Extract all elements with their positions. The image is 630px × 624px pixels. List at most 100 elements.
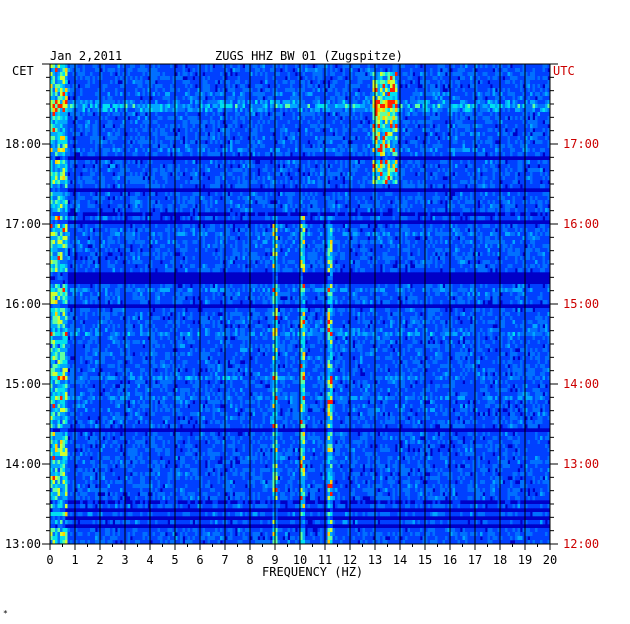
heat-cell bbox=[305, 164, 308, 169]
heat-cell bbox=[542, 140, 546, 145]
heat-cell bbox=[460, 92, 463, 97]
heat-cell bbox=[307, 92, 311, 97]
heat-cell bbox=[305, 136, 308, 141]
heat-cell bbox=[422, 144, 426, 149]
heat-cell bbox=[497, 72, 501, 77]
heat-cell bbox=[167, 72, 171, 77]
heat-cell bbox=[337, 80, 341, 85]
heat-cell bbox=[505, 136, 508, 141]
heat-cell bbox=[205, 68, 208, 73]
heat-cell bbox=[232, 108, 236, 113]
heat-cell bbox=[100, 92, 103, 97]
heat-cell bbox=[455, 100, 458, 105]
heat-cell bbox=[107, 168, 111, 173]
heat-cell bbox=[115, 144, 118, 149]
heat-cell bbox=[485, 124, 488, 129]
heat-cell bbox=[260, 144, 263, 149]
heat-cell bbox=[90, 136, 93, 141]
heat-cell bbox=[305, 92, 308, 97]
heat-cell bbox=[230, 168, 233, 173]
heat-cell bbox=[457, 164, 461, 169]
heat-cell bbox=[390, 96, 393, 101]
heat-cell bbox=[220, 64, 223, 69]
heat-cell bbox=[417, 164, 421, 169]
heat-cell bbox=[100, 168, 103, 173]
heat-cell bbox=[212, 144, 216, 149]
heat-cell bbox=[162, 108, 166, 113]
heat-cell bbox=[232, 164, 236, 169]
heat-cell bbox=[65, 100, 68, 105]
heat-cell bbox=[137, 164, 141, 169]
heat-cell bbox=[545, 100, 548, 105]
heat-cell bbox=[522, 140, 526, 145]
heat-cell bbox=[242, 168, 246, 173]
heat-cell bbox=[372, 96, 376, 101]
heat-cell bbox=[155, 168, 158, 173]
heat-cell bbox=[250, 144, 253, 149]
heat-cell bbox=[472, 140, 476, 145]
heat-cell bbox=[117, 164, 121, 169]
heat-cell bbox=[202, 104, 206, 109]
heat-cell bbox=[267, 160, 271, 165]
heat-cell bbox=[475, 104, 478, 109]
heat-cell bbox=[327, 64, 331, 69]
heat-cell bbox=[450, 84, 453, 89]
heat-cell bbox=[57, 172, 61, 177]
heat-cell bbox=[65, 68, 68, 73]
heat-cell bbox=[235, 112, 238, 117]
heat-cell bbox=[407, 72, 411, 77]
heat-cell bbox=[482, 104, 486, 109]
heat-cell bbox=[325, 68, 328, 73]
heat-cell bbox=[150, 72, 153, 77]
heat-cell bbox=[122, 128, 126, 133]
heat-cell bbox=[500, 120, 503, 125]
heat-cell bbox=[210, 116, 213, 121]
heat-cell bbox=[92, 116, 96, 121]
heat-cell bbox=[397, 104, 401, 109]
heat-cell bbox=[107, 136, 111, 141]
heat-cell bbox=[257, 92, 261, 97]
heat-cell bbox=[142, 132, 146, 137]
heat-cell bbox=[375, 88, 378, 93]
heat-cell bbox=[375, 64, 378, 69]
heat-cell bbox=[110, 88, 113, 93]
heat-cell bbox=[477, 160, 481, 165]
heat-cell bbox=[545, 104, 548, 109]
heat-cell bbox=[102, 168, 106, 173]
heat-cell bbox=[212, 72, 216, 77]
heat-cell bbox=[292, 136, 296, 141]
heat-cell bbox=[392, 84, 396, 89]
heat-cell bbox=[337, 144, 341, 149]
heat-cell bbox=[140, 136, 143, 141]
heat-cell bbox=[357, 80, 361, 85]
heat-cell bbox=[92, 120, 96, 125]
heat-cell bbox=[117, 148, 121, 153]
heat-cell bbox=[132, 164, 136, 169]
heat-cell bbox=[470, 148, 473, 153]
heat-cell bbox=[87, 80, 91, 85]
heat-cell bbox=[305, 84, 308, 89]
heat-cell bbox=[522, 68, 526, 73]
heat-cell bbox=[375, 76, 378, 81]
heat-cell bbox=[545, 112, 548, 117]
heat-cell bbox=[220, 148, 223, 153]
heat-cell bbox=[502, 124, 506, 129]
heat-cell bbox=[492, 144, 496, 149]
heat-cell bbox=[462, 88, 466, 93]
heat-cell bbox=[160, 76, 163, 81]
heat-cell bbox=[397, 92, 401, 97]
heat-cell bbox=[185, 72, 188, 77]
heat-cell bbox=[407, 88, 411, 93]
heat-cell bbox=[252, 140, 256, 145]
heat-cell bbox=[197, 68, 201, 73]
heat-cell bbox=[295, 148, 298, 153]
heat-cell bbox=[110, 72, 113, 77]
heat-cell bbox=[395, 120, 398, 125]
heat-cell bbox=[187, 104, 191, 109]
heat-cell bbox=[80, 88, 83, 93]
heat-cell bbox=[380, 84, 383, 89]
heat-cell bbox=[372, 124, 376, 129]
heat-cell bbox=[167, 116, 171, 121]
heat-cell bbox=[430, 96, 433, 101]
heat-cell bbox=[322, 76, 326, 81]
